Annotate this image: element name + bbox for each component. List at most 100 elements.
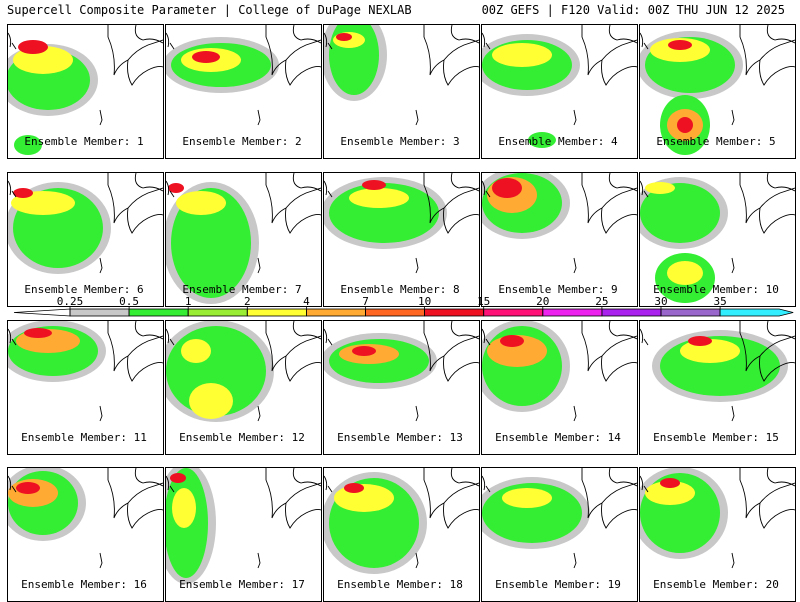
ensemble-panel xyxy=(7,24,164,159)
coastline xyxy=(482,180,491,198)
scp-map xyxy=(324,25,479,126)
member-number: 13 xyxy=(443,431,463,444)
ensemble-panel xyxy=(7,467,164,602)
coastline xyxy=(731,257,735,274)
member-label-prefix: Ensemble Member: xyxy=(340,283,447,296)
scp-contour-fill xyxy=(677,117,693,133)
coastline xyxy=(8,328,17,346)
scp-map xyxy=(166,321,321,422)
member-number: 20 xyxy=(759,578,779,591)
coastline xyxy=(8,475,17,493)
member-label-prefix: Ensemble Member: xyxy=(653,578,760,591)
ensemble-member-label: Ensemble Member: 15 xyxy=(636,431,796,444)
coastline xyxy=(265,321,321,382)
coastline xyxy=(265,468,321,529)
scp-map xyxy=(640,321,795,422)
scp-contour-fill xyxy=(334,484,394,512)
ensemble-member-label: Ensemble Member: 14 xyxy=(478,431,638,444)
ensemble-member-label: Ensemble Member: 1 xyxy=(4,135,164,148)
ensemble-member-label: Ensemble Member: 11 xyxy=(4,431,164,444)
coastline xyxy=(99,552,103,569)
color-scale-bar xyxy=(13,306,794,317)
scale-swatch xyxy=(719,308,794,317)
member-number: 6 xyxy=(130,283,144,296)
map-title: Supercell Composite Parameter | College … xyxy=(7,3,412,17)
coastline xyxy=(482,475,491,493)
scp-map xyxy=(324,321,479,422)
scale-swatch xyxy=(483,308,544,317)
scale-swatch xyxy=(246,308,307,317)
scale-level-label: 25 xyxy=(595,295,609,308)
coastline xyxy=(415,109,419,126)
member-label-prefix: Ensemble Member: xyxy=(653,283,760,296)
member-label-prefix: Ensemble Member: xyxy=(656,135,763,148)
scp-contour-fill xyxy=(13,188,33,198)
member-number: 11 xyxy=(127,431,147,444)
coastline xyxy=(8,32,17,50)
ensemble-panel xyxy=(7,320,164,455)
scp-contour-fill xyxy=(168,183,184,193)
scp-contour-fill xyxy=(645,182,675,194)
coastline xyxy=(739,468,795,529)
coastline xyxy=(324,32,333,50)
member-number: 5 xyxy=(762,135,776,148)
coastline xyxy=(423,173,479,234)
coastline xyxy=(731,552,735,569)
scp-contour-fill xyxy=(502,488,552,508)
member-label-prefix: Ensemble Member: xyxy=(24,135,131,148)
coastline xyxy=(573,552,577,569)
scale-swatch xyxy=(69,308,130,317)
scp-contour-fill xyxy=(176,191,226,215)
ensemble-panel xyxy=(323,24,480,159)
coastline xyxy=(166,328,175,346)
ensemble-member-label: Ensemble Member: 6 xyxy=(4,283,164,296)
member-label-prefix: Ensemble Member: xyxy=(24,283,131,296)
ensemble-member-label: Ensemble Member: 2 xyxy=(162,135,322,148)
member-number: 19 xyxy=(601,578,621,591)
coastline xyxy=(257,405,261,422)
scp-contour-fill xyxy=(344,483,364,493)
coastline xyxy=(731,109,735,126)
coastline xyxy=(731,405,735,422)
scp-contour-fill xyxy=(528,132,556,148)
scp-map xyxy=(640,468,795,569)
coastline xyxy=(482,32,491,50)
coastline xyxy=(99,257,103,274)
scale-left-arrow xyxy=(13,308,71,317)
coastline xyxy=(107,321,163,382)
scp-map xyxy=(324,173,479,274)
ensemble-panel xyxy=(165,320,322,455)
scale-swatch xyxy=(128,308,189,317)
member-label-prefix: Ensemble Member: xyxy=(498,135,605,148)
member-number: 2 xyxy=(288,135,302,148)
coastline xyxy=(415,257,419,274)
coastline xyxy=(415,552,419,569)
scp-contour-fill xyxy=(668,40,692,50)
coastline xyxy=(581,468,637,529)
coastline xyxy=(166,180,175,198)
scp-contour-fill xyxy=(667,261,703,285)
ensemble-member-label: Ensemble Member: 12 xyxy=(162,431,322,444)
member-label-prefix: Ensemble Member: xyxy=(21,578,128,591)
member-number: 10 xyxy=(759,283,779,296)
scale-swatch xyxy=(601,308,662,317)
scp-map xyxy=(166,468,321,584)
coastline xyxy=(423,25,479,86)
ensemble-panel xyxy=(481,24,638,159)
scp-contour-fill xyxy=(492,43,552,67)
member-number: 15 xyxy=(759,431,779,444)
member-label-prefix: Ensemble Member: xyxy=(179,578,286,591)
ensemble-panel xyxy=(481,320,638,455)
scp-contour-fill xyxy=(349,188,409,208)
coastline xyxy=(640,328,649,346)
coastline xyxy=(739,321,795,382)
member-number: 8 xyxy=(446,283,460,296)
member-label-prefix: Ensemble Member: xyxy=(337,431,444,444)
member-number: 14 xyxy=(601,431,621,444)
scp-contour-fill xyxy=(171,188,251,298)
ensemble-member-label: Ensemble Member: 19 xyxy=(478,578,638,591)
scale-level-label: 20 xyxy=(536,295,550,308)
ensemble-panel xyxy=(639,24,796,159)
ensemble-panel xyxy=(323,467,480,602)
coastline xyxy=(324,475,333,493)
